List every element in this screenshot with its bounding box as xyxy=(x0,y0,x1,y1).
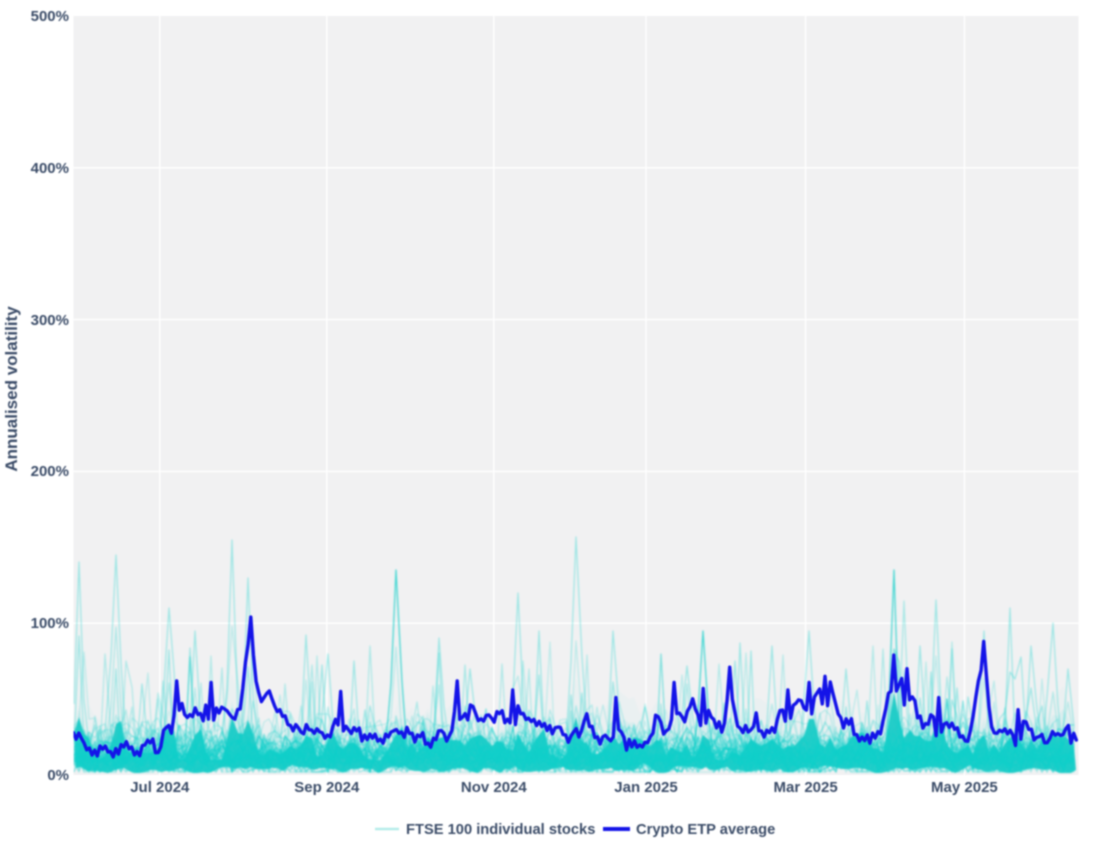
svg-text:Crypto ETP average: Crypto ETP average xyxy=(636,822,775,838)
svg-text:0%: 0% xyxy=(47,767,69,784)
svg-text:500%: 500% xyxy=(31,8,69,25)
svg-text:200%: 200% xyxy=(31,463,69,480)
svg-text:Nov 2024: Nov 2024 xyxy=(461,779,528,796)
svg-text:400%: 400% xyxy=(31,160,69,177)
svg-text:FTSE 100 individual stocks: FTSE 100 individual stocks xyxy=(406,822,595,838)
svg-text:100%: 100% xyxy=(31,615,69,632)
svg-text:Annualised volatility: Annualised volatility xyxy=(2,306,21,472)
svg-text:300%: 300% xyxy=(31,312,69,329)
svg-text:Jul 2024: Jul 2024 xyxy=(130,779,190,796)
svg-text:Mar 2025: Mar 2025 xyxy=(773,779,837,796)
svg-text:Sep 2024: Sep 2024 xyxy=(294,779,360,796)
svg-text:Jan 2025: Jan 2025 xyxy=(614,779,677,796)
svg-text:May 2025: May 2025 xyxy=(931,779,998,796)
